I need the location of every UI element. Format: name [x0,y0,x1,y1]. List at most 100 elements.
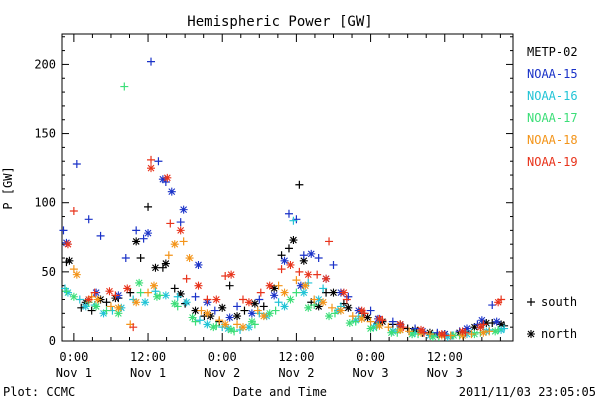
noaa-15-south-point [255,295,264,304]
noaa-15-north-point [307,249,316,258]
noaa-19-north-point [339,288,348,297]
noaa-17-north-point [387,328,396,337]
noaa-18-south-point [215,316,224,325]
noaa-15-south-point [72,159,81,168]
noaa-16-north-point [182,298,191,307]
noaa-19-south-point [166,219,175,228]
noaa-18-north-point [458,331,467,340]
metp-02-south-point [136,254,145,263]
metp-02-north-point [482,319,491,328]
noaa-16-north-point [63,288,72,297]
noaa-18-south-point [467,330,476,339]
noaa-17-north-point [408,330,417,339]
noaa-16-north-point [141,298,150,307]
noaa-19-south-point [256,288,265,297]
noaa-16-south-point [173,292,182,301]
noaa-17-north-point [114,309,123,318]
legend-entry: NOAA-17 [527,111,578,125]
noaa-15-north-point [158,175,167,184]
legend-entry: METP-02 [527,45,578,59]
metp-02-north-point [132,237,141,246]
noaa-18-north-point [149,281,158,290]
noaa-18-north-point [221,320,230,329]
x-tick-date-label: Nov 3 [353,366,389,380]
noaa-18-south-point [233,320,242,329]
noaa-19-north-point [286,260,295,269]
noaa-19-north-point [176,226,185,235]
metp-02-south-point [240,306,249,315]
noaa-19-north-point [458,327,467,336]
noaa-18-south-point [384,323,393,332]
noaa-15-south-point [154,157,163,166]
noaa-19-south-point [182,274,191,283]
y-tick-label: 200 [34,57,56,71]
x-tick-date-label: Nov 1 [56,366,92,380]
noaa-15-south-point [488,301,497,310]
metp-02-south-point [170,284,179,293]
noaa-16-north-point [203,320,212,329]
noaa-17-north-point [188,313,197,322]
metp-02-south-point [126,288,135,297]
noaa-17-south-point [102,306,111,315]
noaa-19-north-point [147,164,156,173]
noaa-15-north-point [463,324,472,333]
metp-02-north-point [344,303,353,312]
noaa-17-north-point [325,312,334,321]
legend-entry: NOAA-15 [527,67,578,81]
noaa-19-north-point [244,298,253,307]
noaa-15-north-point [296,281,305,290]
x-tick-time-label: 0:00 [208,350,237,364]
noaa-19-north-point [357,306,366,315]
noaa-18-north-point [357,314,366,323]
metp-02-north-point [191,306,200,315]
metp-02-north-point [233,312,242,321]
noaa-17-north-point [92,302,101,311]
noaa-17-north-point [135,278,144,287]
noaa-15-north-point [179,205,188,214]
noaa-18-south-point [179,237,188,246]
noaa-15-north-point [247,309,256,318]
noaa-15-south-point [132,226,141,235]
metp-02-north-point [329,288,338,297]
noaa-17-south-point [120,82,129,91]
noaa-17-north-point [491,327,500,336]
noaa-19-south-point [238,295,247,304]
noaa-17-north-point [227,325,236,334]
noaa-17-north-point [304,303,313,312]
metp-02-north-point [314,302,323,311]
noaa-18-north-point [259,312,268,321]
legend-south-marker [527,298,535,306]
noaa-18-north-point [132,298,141,307]
noaa-15-south-point [176,218,185,227]
noaa-19-north-point [375,314,384,323]
noaa-16-north-point [314,295,323,304]
noaa-17-south-point [136,288,145,297]
noaa-16-north-point [244,323,253,332]
noaa-19-north-point [105,287,114,296]
noaa-19-north-point [417,325,426,334]
y-tick-label: 50 [42,265,56,279]
noaa-19-south-point [111,291,120,300]
noaa-18-south-point [144,288,153,297]
noaa-17-south-point [292,288,301,297]
plot-timestamp: 2011/11/03 23:05:05 [459,385,596,399]
noaa-18-north-point [280,288,289,297]
x-tick-date-label: Nov 2 [278,366,314,380]
noaa-19-north-point [123,284,132,293]
metp-02-north-point [497,320,506,329]
noaa-16-south-point [289,216,298,225]
noaa-19-south-point [90,288,99,297]
metp-02-north-point [299,256,308,265]
noaa-15-north-point [144,229,153,238]
noaa-19-south-point [221,272,230,281]
metp-02-north-point [363,313,372,322]
noaa-15-south-point [147,57,156,66]
noaa-16-north-point [463,330,472,339]
noaa-19-north-point [322,274,331,283]
x-tick-date-label: Nov 3 [427,366,463,380]
noaa-17-north-point [247,317,256,326]
noaa-19-north-point [494,298,503,307]
x-tick-time-label: 0:00 [356,350,385,364]
noaa-19-north-point [396,320,405,329]
